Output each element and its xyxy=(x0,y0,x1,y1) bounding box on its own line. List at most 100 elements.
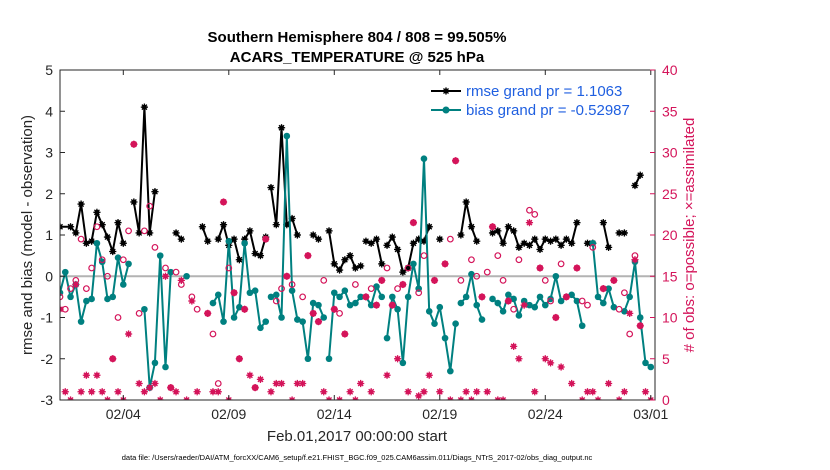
obs-possible-point xyxy=(67,285,74,293)
rmse-point xyxy=(631,181,639,190)
bias-point xyxy=(473,301,481,309)
bias-point xyxy=(325,355,333,363)
obs-possible-point xyxy=(336,309,343,317)
obs-assimilated-point xyxy=(393,355,402,363)
obs-assimilated-point xyxy=(277,379,286,388)
rmse-point xyxy=(66,223,75,231)
obs-assimilated-point xyxy=(230,289,238,297)
y-right-tick-label: 10 xyxy=(662,310,678,326)
obs-possible-point xyxy=(299,293,307,301)
rmse-point xyxy=(504,223,512,231)
bias-point xyxy=(647,363,655,371)
obs-assimilated-point xyxy=(510,342,518,350)
obs-possible-point xyxy=(77,235,85,243)
obs-possible-point xyxy=(499,276,507,284)
obs-possible-point xyxy=(288,281,296,288)
rmse-point xyxy=(314,235,323,243)
obs-assimilated-point xyxy=(235,355,243,363)
rmse-point xyxy=(562,235,570,243)
obs-assimilated-point xyxy=(388,301,396,309)
legend-box xyxy=(425,77,650,123)
x-tick-label: 02/14 xyxy=(317,406,352,422)
obs-assimilated-point xyxy=(626,309,634,317)
bias-point xyxy=(119,281,127,288)
bias-point xyxy=(283,132,291,140)
legend-rmse-star xyxy=(442,87,450,95)
bias-point xyxy=(404,293,412,301)
obs-assimilated-point xyxy=(256,375,265,383)
bias-point xyxy=(457,299,465,307)
bias-point xyxy=(610,303,618,311)
bias-point xyxy=(315,301,322,309)
obs-assimilated-point xyxy=(188,297,196,305)
obs-assimilated-point xyxy=(546,359,555,367)
y-right-tick-label: 20 xyxy=(662,227,678,243)
obs-assimilated-point xyxy=(146,384,154,392)
obs-possible-point xyxy=(172,268,180,276)
obs-assimilated-point xyxy=(262,235,270,243)
rmse-point xyxy=(204,237,212,245)
rmse-point xyxy=(72,229,80,237)
obs-assimilated-point xyxy=(341,330,349,338)
obs-assimilated-point xyxy=(488,223,497,231)
obs-possible-point xyxy=(457,276,465,284)
obs-assimilated-point xyxy=(109,355,117,363)
obs-possible-point xyxy=(578,297,586,305)
bias-point xyxy=(83,297,90,305)
bias-point xyxy=(257,324,264,332)
rmse-point xyxy=(515,243,523,251)
obs-possible-point xyxy=(515,256,523,264)
y-right-tick-label: 5 xyxy=(662,351,670,367)
obs-assimilated-point xyxy=(610,276,618,284)
y-tick-label: -1 xyxy=(41,310,54,326)
bias-point xyxy=(478,316,486,323)
rmse-point xyxy=(146,229,154,237)
obs-possible-point xyxy=(420,252,428,260)
bias-point xyxy=(346,301,354,309)
rmse-line-segment xyxy=(270,126,299,236)
bias-point xyxy=(162,363,169,371)
obs-possible-point xyxy=(547,297,554,305)
bias-point xyxy=(399,359,407,367)
obs-possible-point xyxy=(151,243,159,251)
obs-assimilated-point xyxy=(420,388,428,396)
y-right-tick-label: 35 xyxy=(662,103,678,119)
legend-bias-label: bias grand pr = -0.52987 xyxy=(466,102,630,119)
obs-possible-point xyxy=(88,264,96,272)
rmse-point xyxy=(531,235,539,243)
bias-series xyxy=(60,132,655,391)
obs-assimilated-point xyxy=(140,388,148,396)
obs-assimilated-point xyxy=(520,301,528,309)
bias-point xyxy=(431,320,438,327)
obs-possible-point xyxy=(125,227,132,235)
obs-assimilated-point xyxy=(573,264,581,272)
bias-point xyxy=(61,268,69,276)
rmse-point xyxy=(357,262,365,270)
obs-assimilated-point xyxy=(88,388,96,396)
y-axis-label: rmse and bias (model - observation) xyxy=(19,115,36,355)
bias-point xyxy=(420,155,428,162)
bias-point xyxy=(225,237,233,245)
bias-point xyxy=(357,293,364,301)
bias-point xyxy=(605,285,612,292)
bias-point xyxy=(547,295,554,303)
obs-assimilated-point xyxy=(409,219,418,227)
bias-point xyxy=(494,299,502,307)
bias-point xyxy=(594,293,602,301)
obs-assimilated-point xyxy=(182,396,191,400)
obs-assimilated-point xyxy=(399,280,407,289)
bias-point xyxy=(383,334,391,342)
bias-point xyxy=(557,297,565,305)
obs-assimilated-point xyxy=(135,379,143,388)
obs-possible-point xyxy=(394,285,401,293)
obs-possible-point xyxy=(557,260,565,268)
obs-assimilated-point xyxy=(478,293,486,301)
obs-assimilated-point xyxy=(156,396,164,400)
bias-point xyxy=(220,318,227,325)
rmse-point xyxy=(615,229,623,237)
obs-assimilated-point xyxy=(72,280,80,289)
rmse-point xyxy=(599,219,607,227)
obs-assimilated-point xyxy=(483,388,491,396)
obs-possible-point xyxy=(278,285,285,293)
bias-point xyxy=(330,289,338,297)
